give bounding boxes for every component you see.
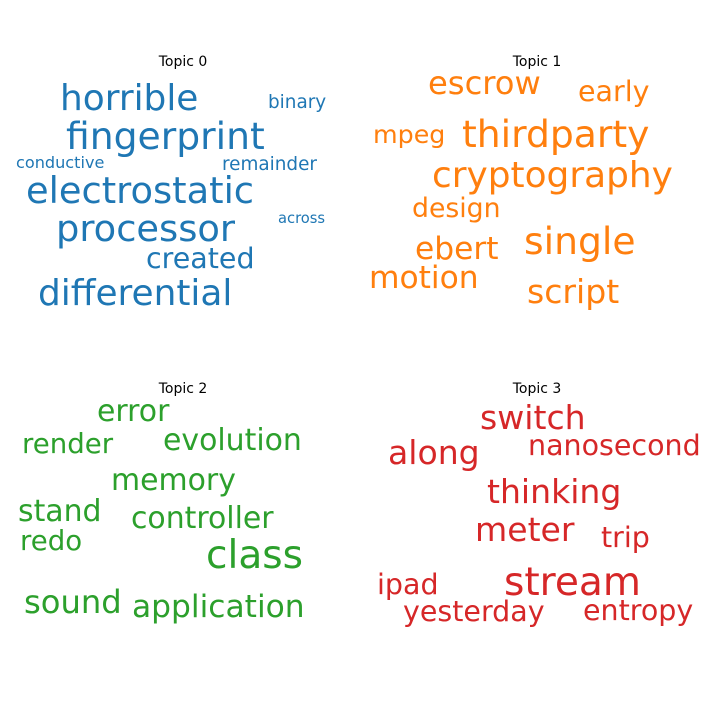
word: escrow (428, 64, 541, 102)
wordcloud-panel-topic-3: Topic 3 switch along nanosecond thinking… (377, 381, 701, 628)
word: memory (111, 463, 236, 498)
word: thirdparty (462, 112, 649, 156)
word-group: escrow early mpeg thirdparty cryptograph… (369, 64, 673, 311)
wordcloud-panel-topic-2: Topic 2 error render evolution memory st… (18, 381, 305, 625)
word: script (527, 272, 619, 311)
word: conductive (16, 153, 104, 172)
panel-title: Topic 3 (512, 381, 562, 397)
word: mpeg (373, 120, 445, 149)
word: stand (18, 494, 102, 529)
word: ebert (415, 231, 499, 267)
panel-title: Topic 2 (158, 381, 208, 397)
word: trip (601, 521, 650, 554)
word: application (132, 589, 305, 625)
word: controller (131, 501, 274, 536)
word: redo (20, 524, 82, 557)
word: horrible (60, 78, 198, 119)
wordcloud-panel-topic-0: Topic 0 horrible fingerprint electrostat… (16, 54, 326, 314)
word: render (22, 427, 114, 460)
panel-title: Topic 0 (158, 54, 208, 70)
word: processor (56, 207, 236, 250)
panel-title: Topic 1 (512, 54, 562, 70)
word: nanosecond (528, 429, 701, 462)
word: fingerprint (66, 114, 265, 158)
word: meter (475, 510, 575, 549)
word: early (578, 75, 650, 108)
word: yesterday (403, 595, 545, 628)
word: stream (504, 560, 641, 605)
wordcloud-panel-topic-1: Topic 1 escrow early mpeg thirdparty cry… (369, 54, 673, 311)
word: electrostatic (26, 169, 254, 212)
word: evolution (163, 423, 302, 458)
word: single (524, 219, 636, 263)
word: sound (24, 583, 122, 621)
word: created (146, 242, 255, 275)
word: across (278, 210, 325, 227)
word: entropy (583, 594, 693, 627)
word: differential (38, 273, 232, 314)
word: motion (369, 260, 479, 296)
word-group: switch along nanosecond thinking meter t… (377, 398, 701, 628)
word: binary (268, 92, 326, 113)
word-group: horrible fingerprint electrostatic proce… (16, 78, 326, 314)
word: remainder (222, 154, 317, 175)
word-group: error render evolution memory stand cont… (18, 394, 305, 625)
word: ipad (377, 568, 439, 601)
word: cryptography (432, 155, 673, 196)
word: error (97, 394, 170, 429)
word: along (388, 433, 480, 472)
word: switch (480, 398, 586, 437)
word: class (206, 533, 303, 578)
word: thinking (487, 472, 621, 511)
word: design (412, 193, 501, 224)
